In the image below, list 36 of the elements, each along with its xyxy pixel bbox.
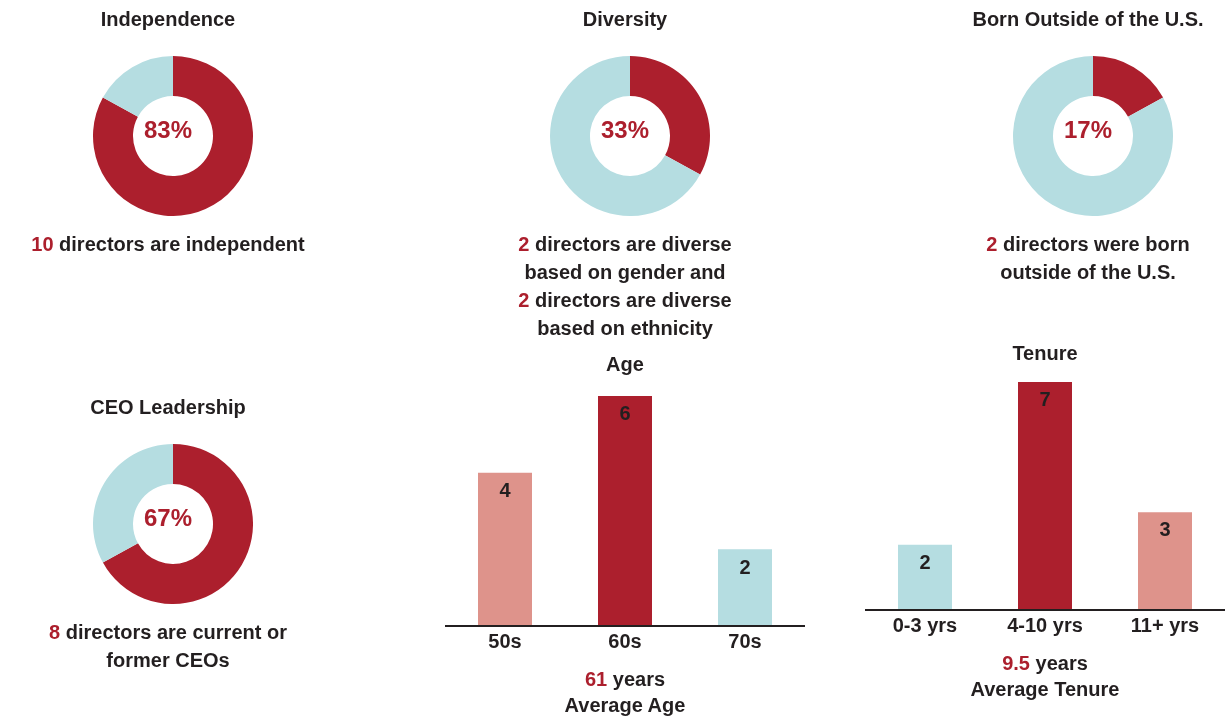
x-tick-label: 60s <box>608 630 642 653</box>
donut-slice <box>102 56 173 117</box>
text: 83% <box>142 116 193 144</box>
x-tick-label: 50s <box>488 630 522 653</box>
donut-slice <box>1013 56 1173 216</box>
x-tick-label: 70s <box>728 630 762 653</box>
data-label: 2 <box>919 551 931 574</box>
chart-title: Age <box>605 353 645 377</box>
text: 67% <box>142 504 193 532</box>
text: 2 directors were born outside of the U.S. <box>986 233 1190 283</box>
text: 8 directors are current or former CEOs <box>49 621 287 671</box>
data-label: 6 <box>619 402 631 425</box>
text: Average Tenure <box>970 678 1120 700</box>
donut-slice <box>93 56 253 216</box>
x-tick-label: 4-10 yrs <box>1007 614 1083 637</box>
donut-slice <box>550 56 701 216</box>
text: 17% <box>1062 116 1113 144</box>
x-tick-label: 11+ yrs <box>1130 614 1200 637</box>
text: 10 directors are independent <box>31 233 305 255</box>
data-label: 3 <box>1159 518 1171 541</box>
donut-slice <box>102 444 253 604</box>
text: 61 years <box>584 668 666 690</box>
text: 9.5 years <box>1002 652 1088 674</box>
chart-title: Independence <box>99 8 237 32</box>
data-label: 7 <box>1039 388 1051 411</box>
data-label: 4 <box>499 478 512 501</box>
chart-title: Tenure <box>1011 342 1079 366</box>
chart-title: CEO Leadership <box>89 396 247 420</box>
chart-title: Diversity <box>581 8 669 32</box>
chart-title: Born Outside of the U.S. <box>971 8 1205 32</box>
x-tick-label: 0-3 yrs <box>892 614 958 637</box>
data-label: 2 <box>739 555 751 578</box>
text: 2 directors are diverse based on ethnicity <box>518 289 732 339</box>
text: 33% <box>599 116 650 144</box>
donut-slice <box>1093 56 1164 117</box>
text: Average Age <box>564 694 686 716</box>
